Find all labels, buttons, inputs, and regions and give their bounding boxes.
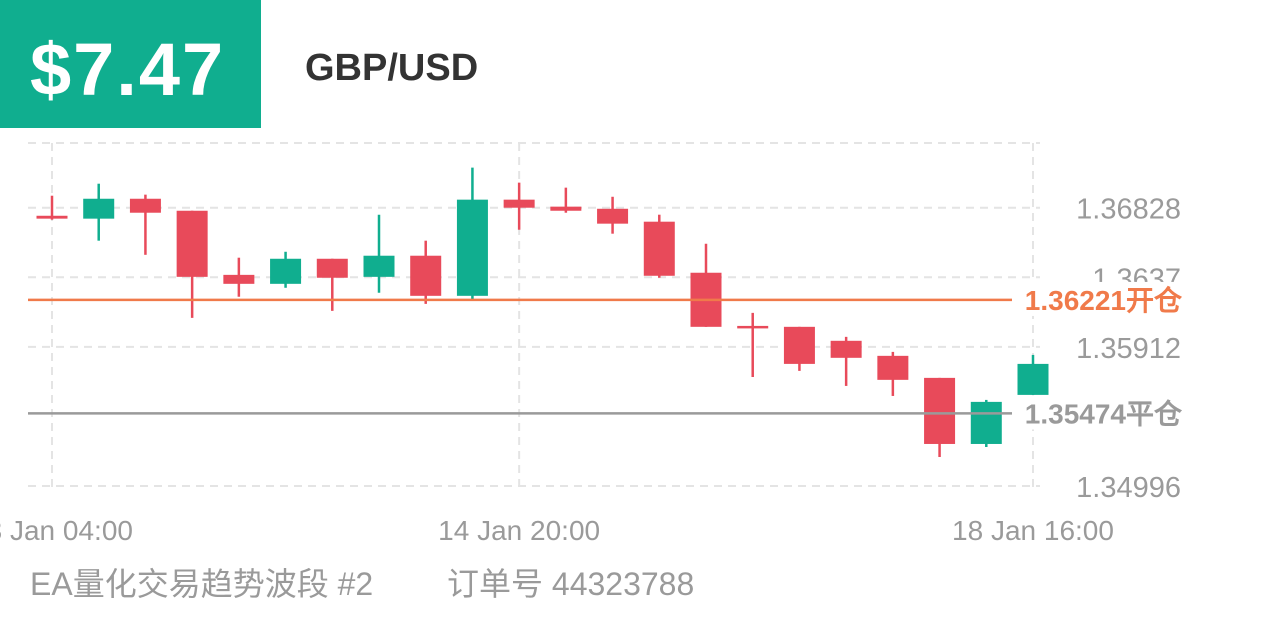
x-tick-label: 18 Jan 16:00 bbox=[952, 515, 1114, 546]
y-tick-label: 1.36828 bbox=[1076, 194, 1181, 226]
candle-body bbox=[503, 199, 535, 208]
y-tick-label: 1.35912 bbox=[1076, 333, 1181, 365]
price: $7.47 bbox=[30, 28, 225, 111]
strategy: EA量化交易趋势波段 #2 bbox=[30, 566, 373, 602]
price-badge bbox=[0, 0, 261, 128]
reference-label: 1.35474平仓 bbox=[1025, 398, 1183, 429]
y-tick-label: 1.34996 bbox=[1076, 472, 1181, 504]
reference-label: 1.36221开仓 bbox=[1025, 285, 1183, 316]
candle-body bbox=[830, 340, 862, 358]
x-tick-label: 14 Jan 20:00 bbox=[438, 515, 600, 546]
candle-body bbox=[737, 325, 769, 329]
x-tick-label: 13 Jan 04:00 bbox=[0, 515, 133, 546]
candle-body bbox=[924, 377, 956, 444]
candle-body bbox=[316, 258, 348, 278]
candle-body bbox=[877, 355, 909, 380]
order-number: 订单号 44323788 bbox=[447, 566, 694, 602]
candle-body bbox=[643, 221, 675, 276]
candle-body bbox=[36, 215, 68, 219]
candle-body bbox=[363, 255, 395, 277]
candle-body bbox=[176, 210, 208, 277]
candle-body bbox=[970, 401, 1002, 444]
candle-body bbox=[223, 274, 255, 284]
candle-body bbox=[129, 198, 161, 213]
candle-body bbox=[597, 208, 629, 224]
reference-label-bg bbox=[1012, 395, 1184, 430]
candle-body bbox=[783, 326, 815, 364]
candle-body bbox=[270, 258, 302, 284]
reference-label-bg bbox=[1012, 281, 1184, 316]
candle-body bbox=[83, 198, 115, 219]
candle-body bbox=[1017, 363, 1049, 395]
candle-body bbox=[456, 199, 488, 296]
candle-body bbox=[550, 206, 582, 211]
symbol: GBP/USD bbox=[305, 47, 478, 89]
candle-body bbox=[410, 255, 442, 296]
